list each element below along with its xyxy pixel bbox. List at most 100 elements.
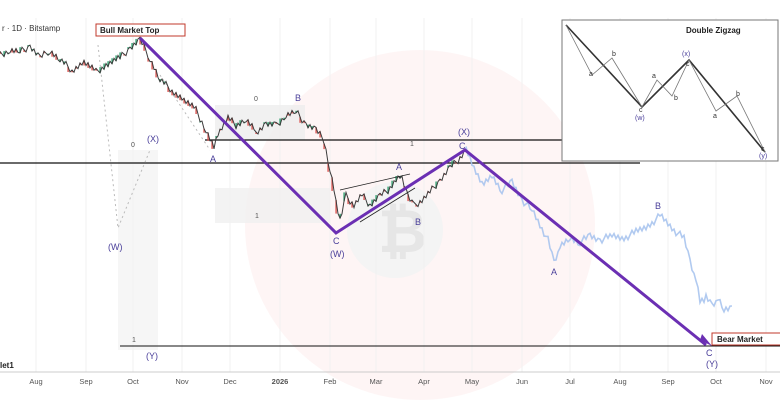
- price-candle: [451, 160, 453, 167]
- price-candle: [195, 106, 197, 114]
- wave-label-x-left: (X): [147, 134, 159, 144]
- price-candle: [39, 55, 41, 58]
- price-candle: [115, 55, 117, 61]
- price-candle: [255, 132, 257, 134]
- price-candle: [103, 63, 105, 70]
- inset-label-a1: a: [589, 71, 593, 78]
- price-candle: [159, 79, 161, 82]
- wave-label-b-projection: B: [655, 201, 661, 211]
- wave-label-c-projection: C: [706, 348, 713, 358]
- projection-line: [465, 146, 733, 314]
- box-lower-left: [215, 188, 330, 223]
- callout-top-box: [95, 23, 186, 37]
- inset-label-b2: b: [674, 95, 678, 102]
- price-candle: [231, 117, 233, 124]
- price-candle: [303, 120, 305, 124]
- price-candle: [263, 122, 265, 124]
- x-tick-label-15: Nov: [759, 377, 773, 386]
- price-candle: [119, 52, 121, 59]
- price-candle: [95, 68, 97, 71]
- price-candle: [227, 115, 229, 121]
- price-candle: [15, 48, 17, 53]
- price-candle: [127, 47, 129, 50]
- callout-top-text: Bull Market Top: [100, 26, 160, 35]
- wave-path: [138, 36, 707, 347]
- fib-label-0-left: 0: [131, 142, 135, 149]
- wave-label-y-projection: (Y): [706, 359, 718, 369]
- price-candle: [315, 127, 317, 134]
- price-candle: [175, 92, 177, 98]
- price-candle: [107, 61, 109, 67]
- price-candle: [91, 65, 93, 71]
- price-candle: [111, 58, 113, 64]
- x-tick-label-7: Mar: [370, 377, 383, 386]
- bitcoin-watermark-glyph: ₿: [378, 198, 427, 265]
- price-candle: [347, 198, 349, 205]
- price-candle: [143, 43, 145, 51]
- fib-label-0-upper: 0: [254, 96, 258, 103]
- x-tick-label-1: Sep: [79, 377, 92, 386]
- price-candle: [19, 47, 21, 53]
- callout-bottom-text: Bear Market: [717, 335, 763, 344]
- price-candle: [371, 199, 373, 206]
- inset-title: Double Zigzag: [686, 26, 741, 35]
- price-candle: [379, 193, 381, 196]
- fib-label-1-mid: 1: [410, 141, 414, 148]
- dotted-guide-left: [97, 44, 151, 229]
- price-candle: [179, 94, 181, 101]
- price-candle: [391, 180, 393, 188]
- inset-label-c3: c: [761, 146, 765, 153]
- price-candle: [439, 179, 441, 181]
- price-candle: [247, 119, 249, 126]
- inset-panel: Double Zigzag a b c (w) (x) a b c a b c …: [561, 19, 779, 162]
- x-tick-label-14: Oct: [710, 377, 723, 386]
- price-candle: [311, 126, 313, 130]
- watermark-group: ₿: [245, 50, 595, 400]
- price-candle: [403, 186, 405, 189]
- bitcoin-watermark-icon: [347, 182, 443, 278]
- watermark-label: let1: [0, 361, 14, 370]
- price-candle: [411, 200, 413, 203]
- price-candle: [71, 70, 73, 73]
- price-candle: [271, 122, 273, 127]
- price-candle: [23, 49, 25, 52]
- price-candle: [307, 124, 309, 128]
- inset-sub-path: [565, 24, 766, 153]
- price-candle: [135, 38, 137, 45]
- price-candle: [51, 51, 53, 57]
- inset-label-y: (y): [759, 153, 767, 160]
- wave-labels: (W) (X) A B C (W) (X) C A B A B C (Y) (Y…: [108, 93, 718, 369]
- price-candle: [155, 69, 157, 78]
- x-tick-label-5: 2026: [272, 377, 289, 386]
- price-candle: [187, 100, 189, 106]
- triangle-lower-line: [359, 187, 416, 223]
- inset-label-a2: a: [652, 73, 656, 80]
- wave-label-a-left: A: [210, 154, 216, 164]
- price-candle: [335, 200, 337, 214]
- wave-label-b-left: B: [295, 93, 301, 103]
- price-candle: [415, 204, 417, 207]
- x-tick-label-0: Aug: [29, 377, 42, 386]
- price-candle: [339, 213, 341, 219]
- x-tick-label-3: Nov: [175, 377, 189, 386]
- price-candle: [183, 98, 185, 104]
- wave-label-a-projection: A: [551, 267, 557, 277]
- price-candle: [327, 162, 329, 172]
- price-line: [0, 36, 467, 220]
- price-candle: [203, 128, 205, 133]
- fib-label-1-box: 1: [255, 213, 259, 220]
- wave-label-c-left: C: [333, 236, 340, 246]
- price-candle: [407, 194, 409, 202]
- price-candle: [3, 51, 5, 57]
- price-candle: [447, 165, 449, 168]
- price-candle: [291, 110, 293, 114]
- price-candle: [267, 122, 269, 127]
- price-candle: [387, 186, 389, 194]
- price-candle: [67, 66, 69, 72]
- inset-label-c2: c: [686, 61, 690, 68]
- symbol-label: r · 1D · Bitstamp: [2, 24, 61, 33]
- price-candle: [395, 176, 397, 182]
- x-tick-label-4: Dec: [223, 377, 237, 386]
- price-candle: [191, 103, 193, 109]
- price-candle: [171, 90, 173, 96]
